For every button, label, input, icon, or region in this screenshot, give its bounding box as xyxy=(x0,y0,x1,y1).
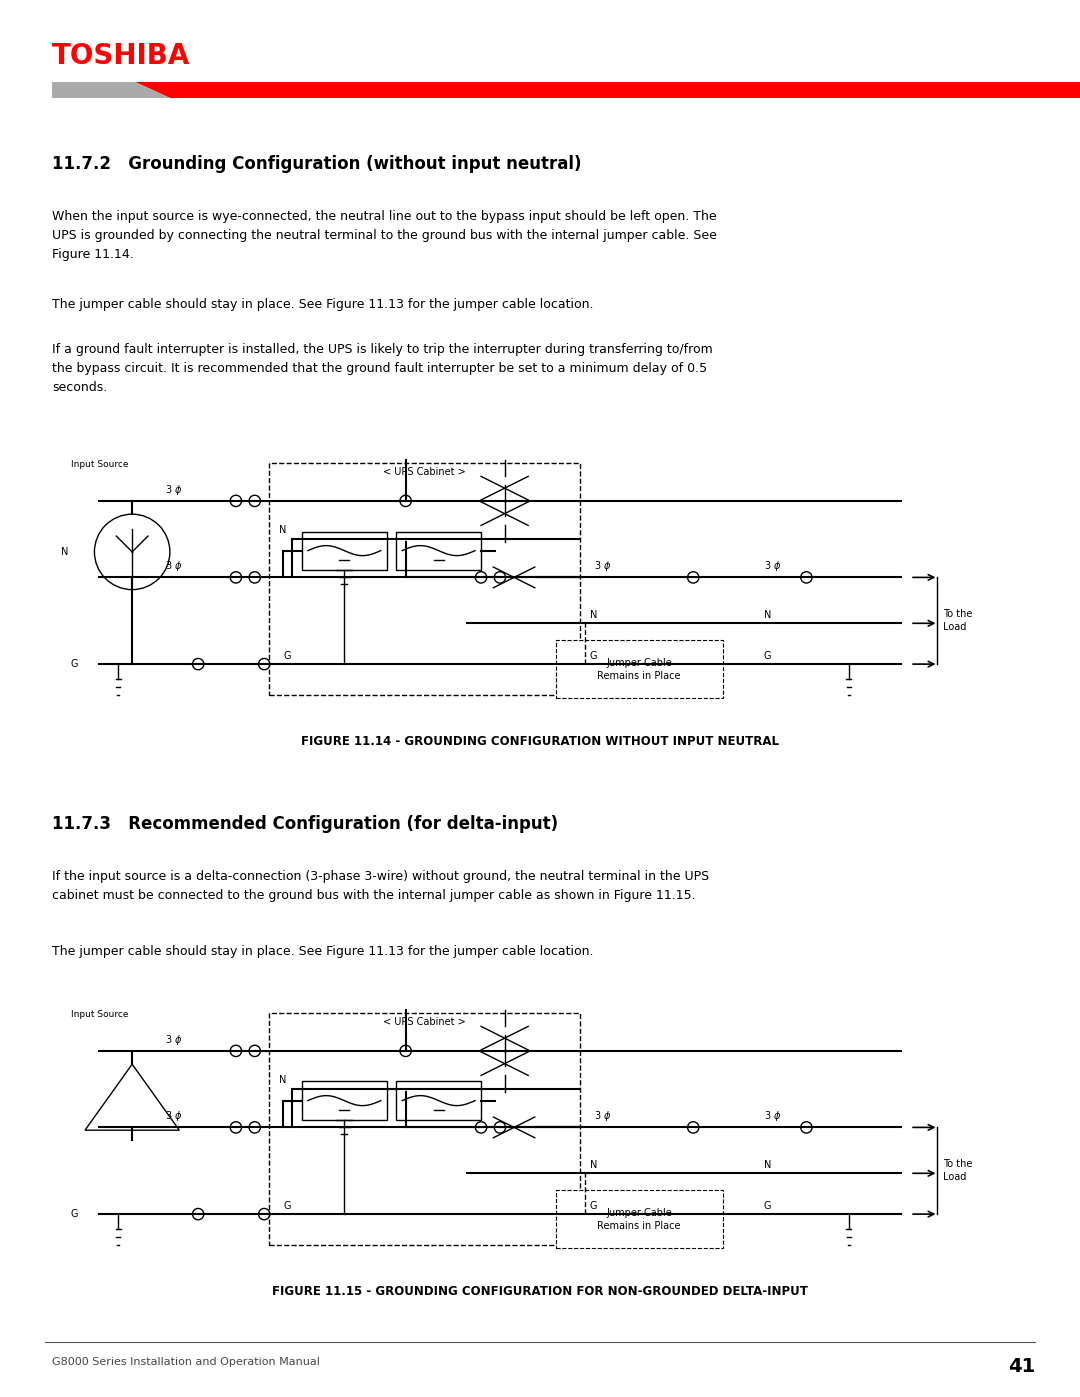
Text: 11.7.3   Recommended Configuration (for delta-input): 11.7.3 Recommended Configuration (for de… xyxy=(52,814,558,833)
Text: 3 $\phi$: 3 $\phi$ xyxy=(165,1109,183,1123)
Text: G: G xyxy=(590,651,597,661)
Text: 3 $\phi$: 3 $\phi$ xyxy=(764,559,782,573)
Text: The jumper cable should stay in place. See Figure 11.13 for the jumper cable loc: The jumper cable should stay in place. S… xyxy=(52,298,594,312)
Polygon shape xyxy=(52,82,170,98)
Text: Input Source: Input Source xyxy=(71,460,129,469)
FancyBboxPatch shape xyxy=(396,1081,481,1120)
Polygon shape xyxy=(135,82,1080,98)
Text: FIGURE 11.15 - GROUNDING CONFIGURATION FOR NON-GROUNDED DELTA-INPUT: FIGURE 11.15 - GROUNDING CONFIGURATION F… xyxy=(272,1285,808,1298)
Text: 3 $\phi$: 3 $\phi$ xyxy=(165,483,183,497)
Text: FIGURE 11.14 - GROUNDING CONFIGURATION WITHOUT INPUT NEUTRAL: FIGURE 11.14 - GROUNDING CONFIGURATION W… xyxy=(301,735,779,747)
Text: N: N xyxy=(280,525,286,535)
Text: 3 $\phi$: 3 $\phi$ xyxy=(594,559,611,573)
Text: The jumper cable should stay in place. See Figure 11.13 for the jumper cable loc: The jumper cable should stay in place. S… xyxy=(52,944,594,958)
Text: 3 $\phi$: 3 $\phi$ xyxy=(594,1109,611,1123)
Text: G: G xyxy=(283,1201,291,1211)
Text: G: G xyxy=(590,1201,597,1211)
Text: G: G xyxy=(283,651,291,661)
Text: TOSHIBA: TOSHIBA xyxy=(52,42,190,70)
Text: 11.7.2   Grounding Configuration (without input neutral): 11.7.2 Grounding Configuration (without … xyxy=(52,155,581,173)
Text: When the input source is wye-connected, the neutral line out to the bypass input: When the input source is wye-connected, … xyxy=(52,210,717,261)
Text: N: N xyxy=(590,1161,597,1171)
FancyBboxPatch shape xyxy=(396,531,481,570)
Text: If the input source is a delta-connection (3-phase 3-wire) without ground, the n: If the input source is a delta-connectio… xyxy=(52,870,710,902)
Text: 3 $\phi$: 3 $\phi$ xyxy=(764,1109,782,1123)
Text: If a ground fault interrupter is installed, the UPS is likely to trip the interr: If a ground fault interrupter is install… xyxy=(52,344,713,394)
FancyBboxPatch shape xyxy=(302,1081,387,1120)
Text: N: N xyxy=(590,610,597,620)
Text: G8000 Series Installation and Operation Manual: G8000 Series Installation and Operation … xyxy=(52,1356,320,1368)
Text: Jumper Cable
Remains in Place: Jumper Cable Remains in Place xyxy=(597,1207,680,1231)
Text: N: N xyxy=(764,610,771,620)
Text: G: G xyxy=(71,659,79,669)
Text: To the
Load: To the Load xyxy=(943,609,972,633)
FancyBboxPatch shape xyxy=(555,1190,723,1249)
Text: N: N xyxy=(280,1076,286,1085)
FancyBboxPatch shape xyxy=(555,640,723,698)
Circle shape xyxy=(578,658,592,671)
Text: 3 $\phi$: 3 $\phi$ xyxy=(165,1032,183,1046)
Text: N: N xyxy=(764,1161,771,1171)
Text: To the
Load: To the Load xyxy=(943,1160,972,1182)
Text: 41: 41 xyxy=(1008,1356,1035,1376)
Text: G: G xyxy=(71,1208,79,1220)
Text: Jumper Cable
Remains in Place: Jumper Cable Remains in Place xyxy=(597,658,680,680)
Text: < UPS Cabinet >: < UPS Cabinet > xyxy=(383,467,465,476)
Text: G: G xyxy=(764,1201,771,1211)
Text: G: G xyxy=(764,651,771,661)
Text: 3 $\phi$: 3 $\phi$ xyxy=(165,559,183,573)
Text: N: N xyxy=(62,546,69,557)
Text: Input Source: Input Source xyxy=(71,1010,129,1018)
Text: < UPS Cabinet >: < UPS Cabinet > xyxy=(383,1017,465,1027)
Circle shape xyxy=(578,1207,592,1221)
FancyBboxPatch shape xyxy=(302,531,387,570)
